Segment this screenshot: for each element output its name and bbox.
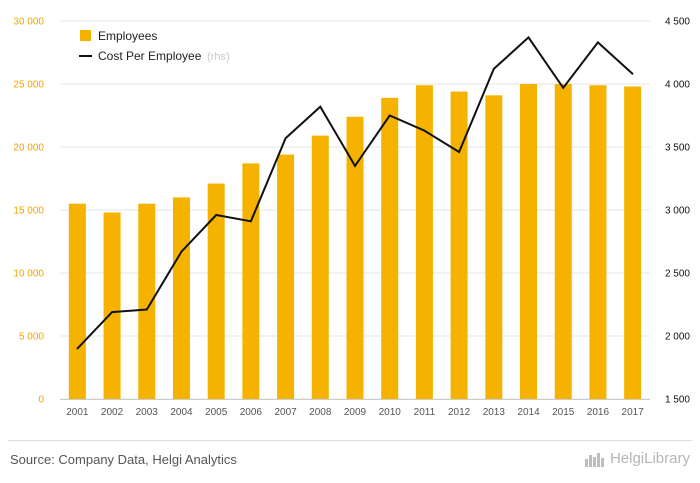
bar [589,85,607,399]
right-tick-label: 2 500 [665,269,690,280]
line-point [597,41,599,44]
left-tick-label: 10 000 [13,269,44,280]
left-axis: 0 5 000 10 000 15 000 20 000 25 000 30 000 [13,17,44,406]
bar-series [68,84,642,400]
right-tick-label: 1 500 [665,395,690,406]
bar [520,84,538,399]
chart: 0 5 000 10 000 15 000 20 000 25 000 30 000 1 5… [13,17,690,419]
line-point [493,68,495,70]
x-tick-label: 2015 [552,407,575,418]
bar [311,135,329,399]
x-axis: 2001 2002 2003 2004 2005 2006 2007 2008 2009 2010… [60,399,650,418]
right-axis: 1 500 2 000 2 500 3 000 3 500 4 000 4 500 [665,17,690,406]
right-tick-label: 2 000 [665,332,690,343]
x-tick-label: 2012 [448,407,471,418]
legend-label-employees: Employees [98,29,157,43]
brand-logo: HelgiLibrary [584,450,690,467]
line-point [145,308,148,311]
x-tick-label: 2009 [344,407,367,418]
line-series [76,35,634,350]
line-point [284,137,287,139]
line-point [319,105,322,108]
bar [138,203,156,399]
legend-swatch-employees [80,30,91,41]
bar [103,212,121,399]
legend-label-cost: Cost Per Employee [98,49,202,63]
left-tick-label: 25 000 [13,80,44,91]
legend-label-cost-suffix: (rhs) [207,51,230,63]
x-tick-label: 2001 [66,407,89,418]
bar [415,85,433,399]
x-tick-label: 2014 [517,407,540,418]
left-tick-label: 5 000 [19,332,44,343]
bar [554,84,572,399]
line-point [423,129,426,132]
x-tick-label: 2017 [622,407,645,418]
right-tick-label: 3 500 [665,143,690,154]
legend: Employees Cost Per Employee (rhs) [79,29,230,63]
line-point [215,214,217,216]
x-tick-label: 2013 [483,407,506,418]
x-tick-label: 2003 [136,407,159,418]
city-skyline-icon [584,452,604,467]
x-tick-label: 2011 [414,407,436,418]
bar [624,86,642,400]
x-tick-label: 2008 [309,407,332,418]
footer-divider [8,440,692,441]
bar [381,97,399,400]
line-point [458,151,460,153]
x-tick-label: 2007 [274,407,297,418]
brand-name: HelgiLibrary [609,450,690,467]
bar [207,183,225,399]
line-point [354,165,356,167]
bar [172,197,190,399]
line-point [250,220,252,223]
bar [277,154,295,399]
line-point [562,86,565,89]
x-tick-label: 2002 [101,407,124,418]
x-tick-label: 2005 [205,407,228,418]
right-tick-label: 4 000 [665,80,690,91]
left-tick-label: 30 000 [13,17,44,28]
bar [68,203,86,399]
x-tick-label: 2004 [170,407,193,418]
line-point [527,36,530,39]
bar [242,163,260,399]
left-tick-label: 20 000 [13,143,44,154]
line-point [631,73,634,75]
bar [346,116,364,399]
left-tick-label: 0 [38,395,44,406]
x-tick-label: 2010 [379,407,402,418]
bar [450,91,468,399]
right-tick-label: 3 000 [665,206,690,217]
line-point [76,347,79,350]
x-tick-label: 2006 [240,407,263,418]
line-point [388,114,391,117]
line-point [180,250,183,253]
bar [485,95,503,399]
line-point [111,311,113,313]
right-tick-label: 4 500 [665,17,690,28]
left-tick-label: 15 000 [13,206,44,217]
source-note: Source: Company Data, Helgi Analytics [10,452,237,467]
x-tick-label: 2016 [587,407,610,418]
footer: Source: Company Data, Helgi Analytics He… [0,440,700,483]
